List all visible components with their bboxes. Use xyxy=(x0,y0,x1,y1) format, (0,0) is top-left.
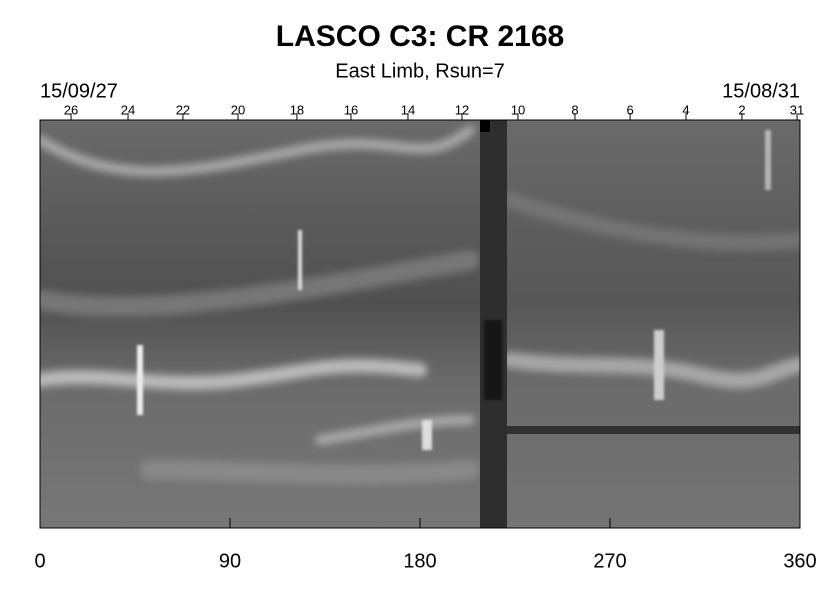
x-tick-label: 90 xyxy=(219,550,241,572)
subtitle: East Limb, Rsun=7 xyxy=(335,60,505,82)
axes xyxy=(39,113,801,528)
x-tick-label: 360 xyxy=(783,550,816,572)
top-tick-label: 2 xyxy=(738,102,745,117)
title: LASCO C3: CR 2168 xyxy=(276,20,564,53)
start-date: 15/09/27 xyxy=(40,80,118,102)
end-date: 15/08/31 xyxy=(722,80,800,102)
top-tick-label: 22 xyxy=(176,102,190,117)
top-tick-label: 8 xyxy=(571,102,578,117)
top-tick-label: 24 xyxy=(121,102,135,117)
synoptic-image xyxy=(40,120,800,528)
top-tick-label: 31 xyxy=(790,102,804,117)
top-tick-label: 20 xyxy=(231,102,245,117)
top-tick-label: 14 xyxy=(401,102,415,117)
x-tick-label: 270 xyxy=(593,550,626,572)
x-tick-label: 0 xyxy=(34,550,45,572)
top-tick-label: 4 xyxy=(682,102,689,117)
top-tick-label: 16 xyxy=(344,102,358,117)
top-tick-label: 18 xyxy=(290,102,304,117)
top-tick-label: 12 xyxy=(455,102,469,117)
top-tick-label: 6 xyxy=(626,102,633,117)
x-tick-label: 180 xyxy=(403,550,436,572)
top-tick-label: 26 xyxy=(64,102,78,117)
top-tick-label: 10 xyxy=(511,102,525,117)
